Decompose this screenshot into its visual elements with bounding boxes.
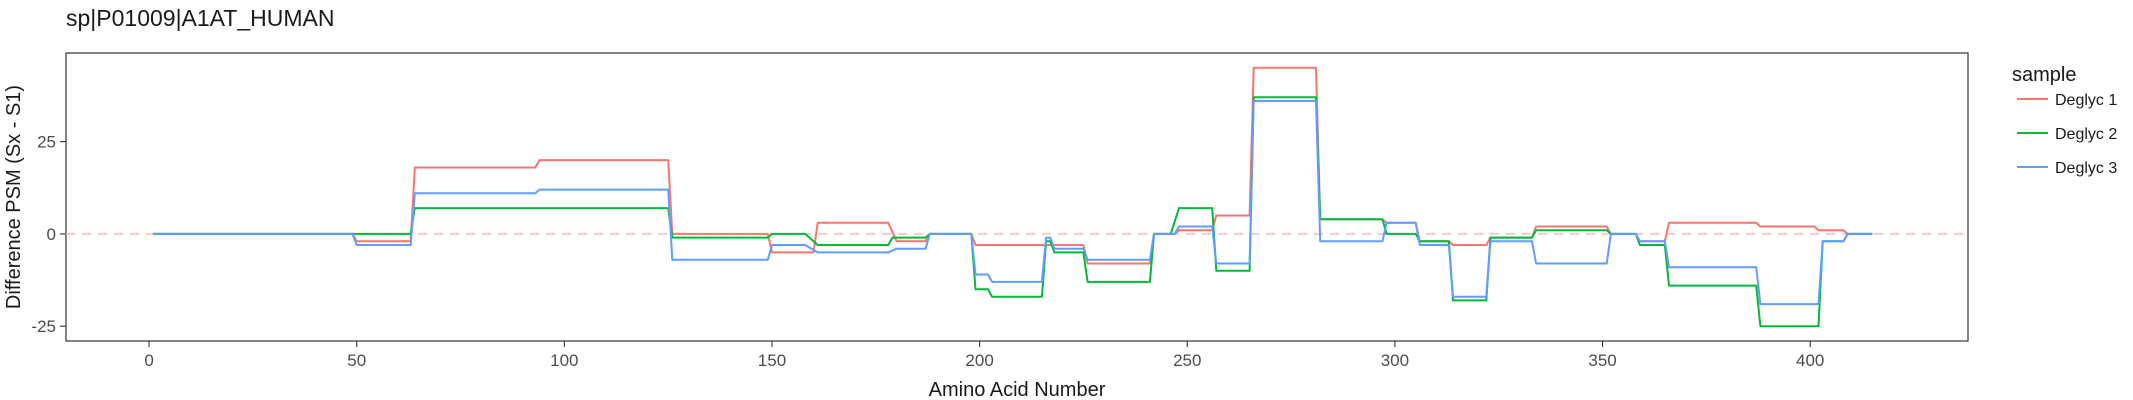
series-layer	[153, 66, 1873, 328]
legend-label-1: Deglyc 1	[2055, 92, 2117, 109]
legend-items: Deglyc 1 Deglyc 2 Deglyc 3	[2017, 92, 2117, 177]
legend: sample Deglyc 1 Deglyc 2 Deglyc 3	[2012, 64, 2117, 177]
x-axis-title: Amino Acid Number	[929, 379, 1106, 400]
x-axis: 0 50 100 150 200 250 300 350 400	[144, 341, 1824, 370]
plot-panel	[65, 52, 1969, 342]
y-tick-label: 25	[37, 133, 56, 152]
x-tick-label: 250	[1173, 351, 1201, 370]
y-axis-title: Difference PSM (Sx - S1)	[3, 85, 25, 309]
legend-title: sample	[2012, 64, 2076, 86]
x-tick-label: 300	[1381, 351, 1409, 370]
x-tick-label: 400	[1796, 351, 1824, 370]
chart-title: sp|P01009|A1AT_HUMAN	[66, 5, 334, 31]
legend-label-3: Deglyc 3	[2055, 160, 2117, 177]
x-tick-label: 100	[550, 351, 578, 370]
y-axis: -25 0 25	[31, 133, 66, 336]
y-tick-label: 0	[47, 225, 56, 244]
x-tick-label: 200	[965, 351, 993, 370]
x-tick-label: 0	[144, 351, 153, 370]
legend-label-2: Deglyc 2	[2055, 126, 2117, 143]
x-tick-label: 50	[347, 351, 366, 370]
y-tick-label: -25	[31, 317, 56, 336]
series-line-3	[153, 100, 1873, 306]
x-tick-label: 150	[758, 351, 786, 370]
x-tick-label: 350	[1588, 351, 1616, 370]
